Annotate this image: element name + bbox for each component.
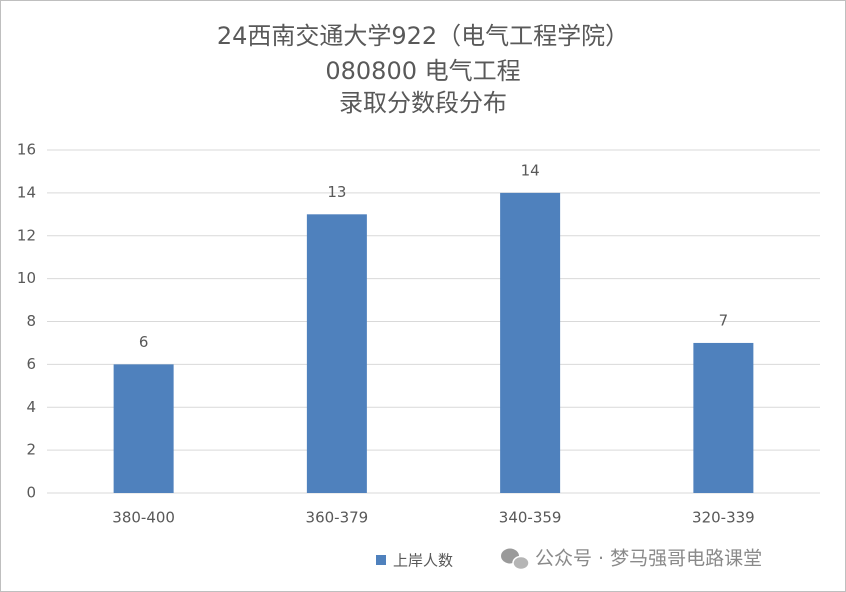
y-tick-label: 10 xyxy=(17,269,36,287)
watermark-icon xyxy=(501,548,530,571)
x-tick-label: 320-339 xyxy=(692,509,755,527)
y-tick-label: 8 xyxy=(26,312,36,330)
x-tick-label: 360-379 xyxy=(306,509,369,527)
legend-label: 上岸人数 xyxy=(393,552,453,570)
y-tick-label: 6 xyxy=(26,355,36,373)
y-tick-label: 4 xyxy=(26,398,36,416)
chart-title: 080800 电气工程 xyxy=(325,57,520,85)
bar xyxy=(693,342,754,493)
bar xyxy=(113,364,174,493)
data-label: 7 xyxy=(719,311,729,329)
x-tick-label: 340-359 xyxy=(499,509,562,527)
watermark: 公众号 · 梦马强哥电路课堂 xyxy=(535,548,762,570)
bar xyxy=(500,192,561,493)
data-label: 6 xyxy=(139,333,149,351)
chart-title: 24西南交通大学922（电气工程学院） xyxy=(217,22,629,50)
bar xyxy=(306,214,367,493)
data-label: 13 xyxy=(327,183,346,201)
chart-title: 录取分数段分布 xyxy=(339,89,507,117)
y-tick-label: 0 xyxy=(26,484,36,502)
y-tick-label: 16 xyxy=(17,141,36,159)
legend-swatch xyxy=(376,555,386,565)
data-label: 14 xyxy=(521,161,540,179)
y-tick-label: 12 xyxy=(17,226,36,244)
x-tick-label: 380-400 xyxy=(112,509,175,527)
y-tick-label: 2 xyxy=(26,441,36,459)
y-tick-label: 14 xyxy=(17,183,36,201)
